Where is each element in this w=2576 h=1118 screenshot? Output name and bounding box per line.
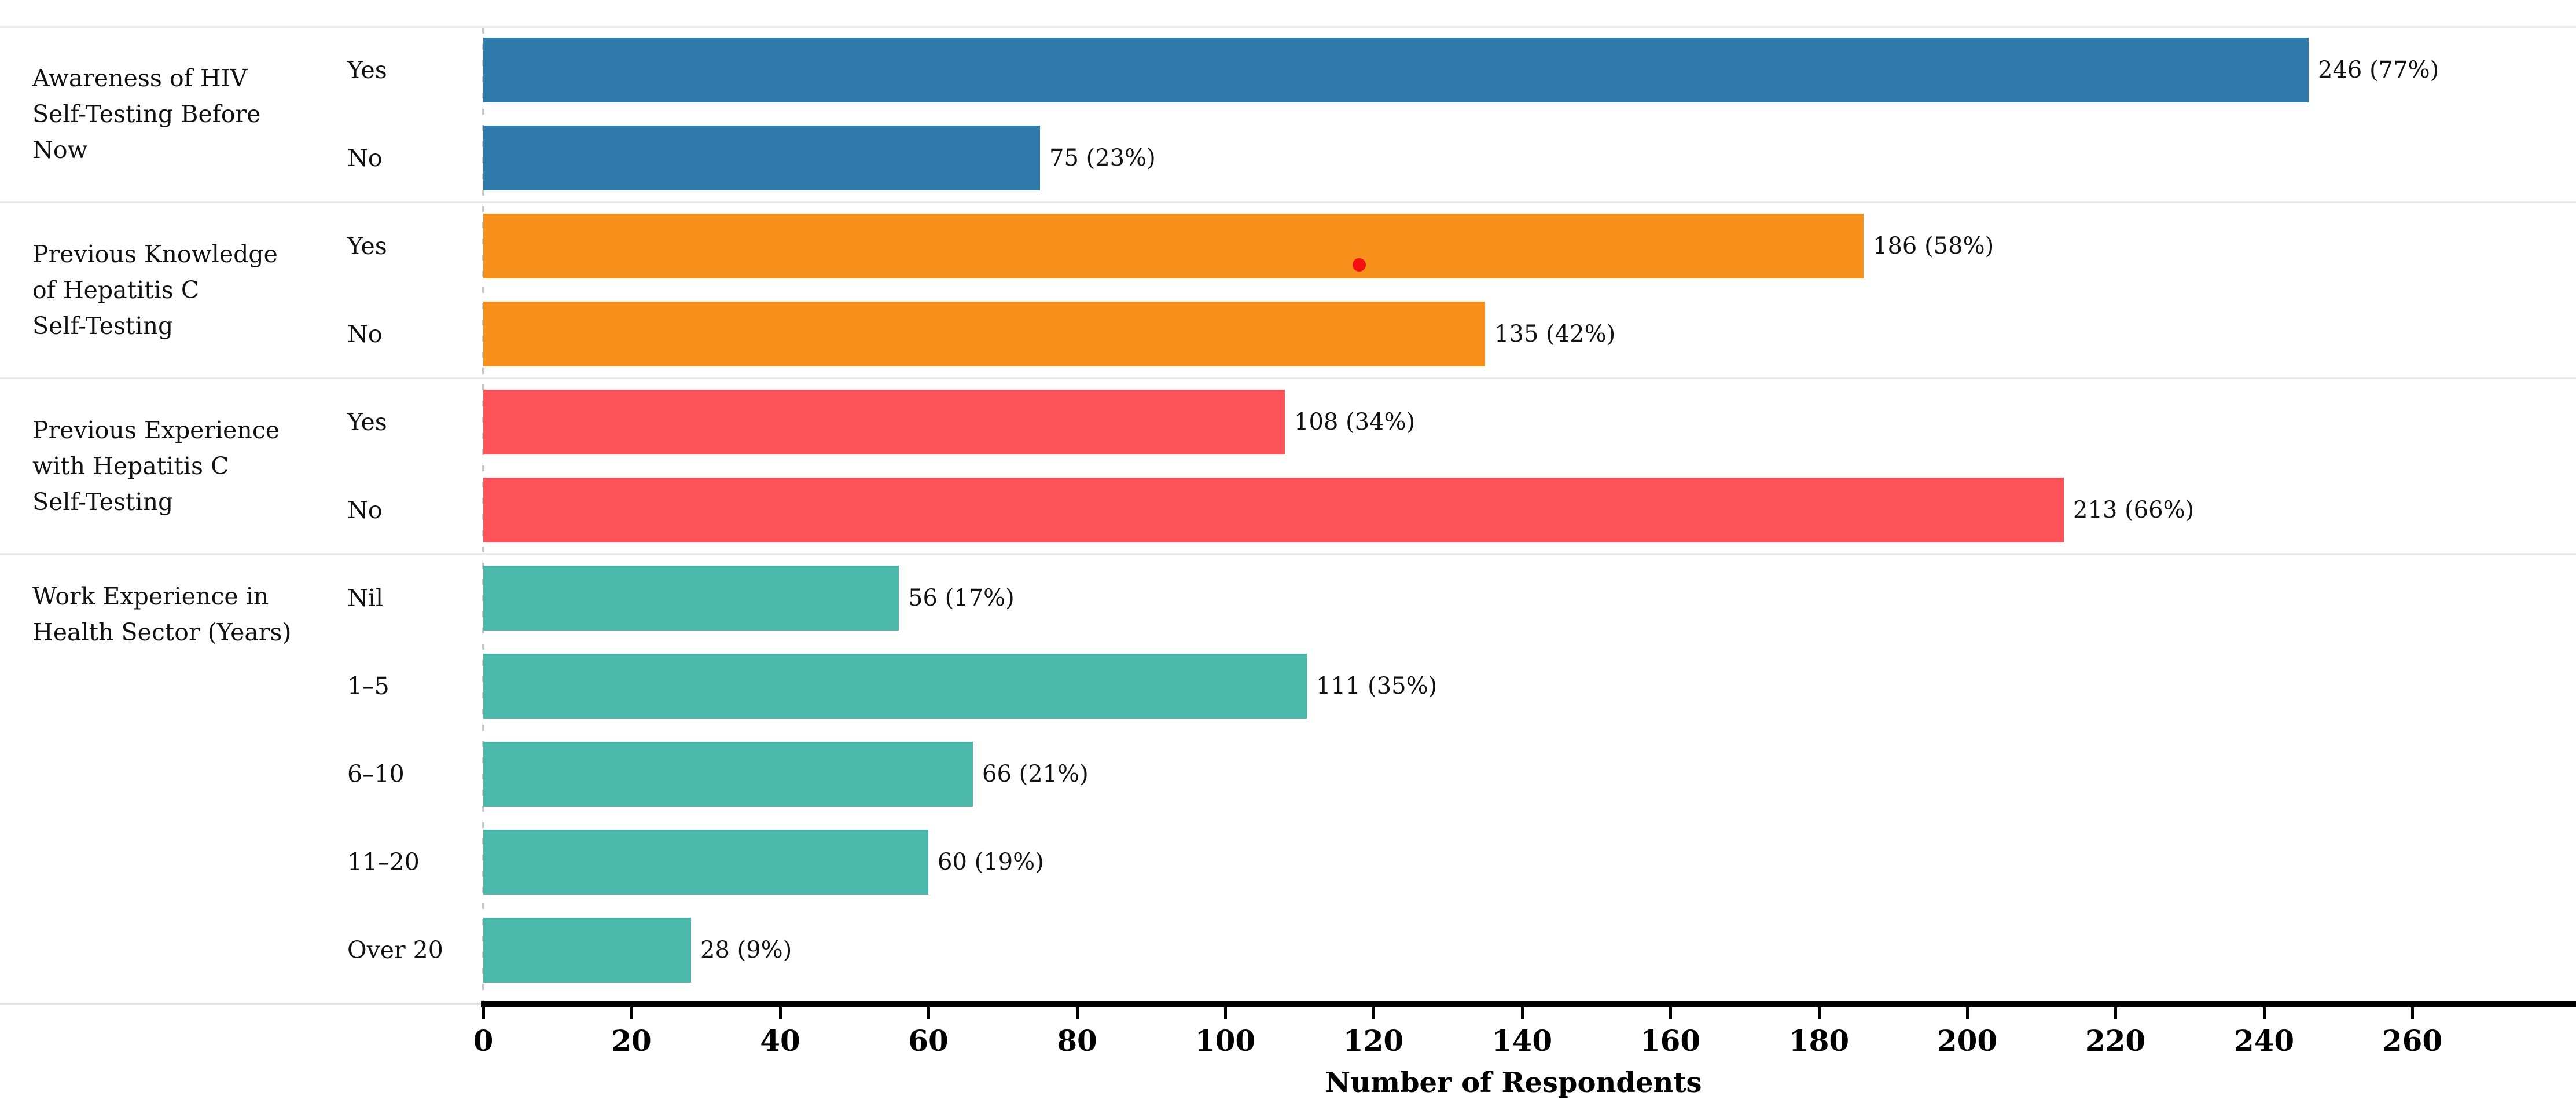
x-axis-tick-label: 60	[908, 1024, 949, 1058]
category-label: Yes	[347, 408, 387, 436]
x-axis-tick	[1669, 1007, 1672, 1019]
x-axis-tick	[2263, 1007, 2266, 1019]
category-label: 6–10	[347, 760, 405, 788]
group-label-line: Now	[32, 136, 88, 164]
group-separator-line	[0, 201, 2576, 203]
category-label: Over 20	[347, 936, 443, 964]
group-label: Awareness of HIV Self-Testing Before Now	[32, 60, 403, 168]
bar	[483, 126, 1040, 190]
group-label-line: Work Experience in	[32, 582, 269, 610]
group-label: Previous Experience with Hepatitis C Self-…	[32, 412, 403, 520]
bar-value-label: 56 (17%)	[908, 585, 1015, 611]
group-label-line: Health Sector (Years)	[32, 618, 292, 646]
x-axis-tick	[1521, 1007, 1524, 1019]
x-axis-title: Number of Respondents	[1325, 1066, 1702, 1099]
bar-value-label: 213 (66%)	[2073, 497, 2195, 523]
bar	[483, 478, 2064, 542]
category-label: 1–5	[347, 672, 389, 700]
category-label: No	[347, 144, 383, 172]
bar	[483, 302, 1485, 366]
x-axis-tick-label: 20	[611, 1024, 652, 1058]
x-axis-tick-label: 120	[1343, 1024, 1404, 1058]
category-label: 11–20	[347, 848, 420, 876]
bar-value-label: 28 (9%)	[700, 937, 792, 963]
bar-value-label: 108 (34%)	[1294, 409, 1416, 435]
x-axis-tick	[482, 1007, 485, 1019]
group-label: Work Experience in Health Sector (Years)	[32, 578, 403, 650]
axis-baseline-left-gray	[0, 1003, 481, 1005]
x-axis-tick	[630, 1007, 633, 1019]
group-label-line: Self-Testing	[32, 488, 174, 516]
bar	[483, 654, 1307, 719]
x-axis-tick-label: 220	[2085, 1024, 2146, 1058]
group-separator-line	[0, 26, 2576, 28]
category-label: Nil	[347, 584, 384, 612]
x-axis-tick-label: 100	[1195, 1024, 1256, 1058]
x-axis-tick	[1224, 1007, 1227, 1019]
group-label-line: Awareness of HIV	[32, 64, 248, 92]
bar-value-label: 246 (77%)	[2318, 57, 2439, 83]
category-label: Yes	[347, 56, 387, 84]
stray-red-dot	[1353, 258, 1366, 272]
category-label: Yes	[347, 232, 387, 260]
x-axis-line	[481, 1001, 2576, 1007]
group-label-line: Self-Testing	[32, 312, 174, 340]
bar	[483, 742, 973, 807]
group-separator-line	[0, 377, 2576, 379]
bar-value-label: 186 (58%)	[1873, 233, 1994, 259]
group-label-line: of Hepatitis C	[32, 276, 200, 304]
group-separator-line	[0, 553, 2576, 555]
bar-value-label: 60 (19%)	[938, 849, 1044, 875]
x-axis-tick-label: 180	[1788, 1024, 1850, 1058]
x-axis-tick-label: 160	[1640, 1024, 1701, 1058]
bar	[483, 38, 2309, 102]
group-label-line: Previous Knowledge	[32, 240, 278, 268]
group-label-line: Previous Experience	[32, 416, 280, 444]
category-label: No	[347, 320, 383, 348]
bar-value-label: 111 (35%)	[1316, 673, 1438, 699]
bar-value-label: 135 (42%)	[1494, 321, 1616, 347]
bar	[483, 830, 928, 895]
bar	[483, 566, 899, 631]
category-label: No	[347, 496, 383, 524]
x-axis-tick-label: 80	[1057, 1024, 1097, 1058]
x-axis-tick-label: 260	[2382, 1024, 2443, 1058]
bar	[483, 214, 1864, 278]
group-label: Previous Knowledge of Hepatitis C Self-Tes…	[32, 236, 403, 344]
x-axis-tick	[2114, 1007, 2117, 1019]
x-axis-tick	[927, 1007, 930, 1019]
group-label-line: with Hepatitis C	[32, 452, 229, 480]
x-axis-tick	[1966, 1007, 1969, 1019]
x-axis-tick-label: 40	[760, 1024, 800, 1058]
x-axis-tick	[1372, 1007, 1375, 1019]
bar	[483, 918, 691, 983]
group-label-line: Self-Testing Before	[32, 100, 261, 128]
bar-value-label: 66 (21%)	[982, 761, 1089, 787]
x-axis-tick-label: 200	[1936, 1024, 1998, 1058]
x-axis-tick	[2411, 1007, 2414, 1019]
x-axis-tick	[1818, 1007, 1821, 1019]
x-axis-tick-label: 240	[2233, 1024, 2295, 1058]
bar-value-label: 75 (23%)	[1049, 145, 1156, 171]
x-axis-tick-label: 0	[473, 1024, 494, 1058]
x-axis-tick-label: 140	[1491, 1024, 1553, 1058]
x-axis-tick	[779, 1007, 782, 1019]
x-axis-tick	[1076, 1007, 1079, 1019]
bar	[483, 390, 1285, 454]
